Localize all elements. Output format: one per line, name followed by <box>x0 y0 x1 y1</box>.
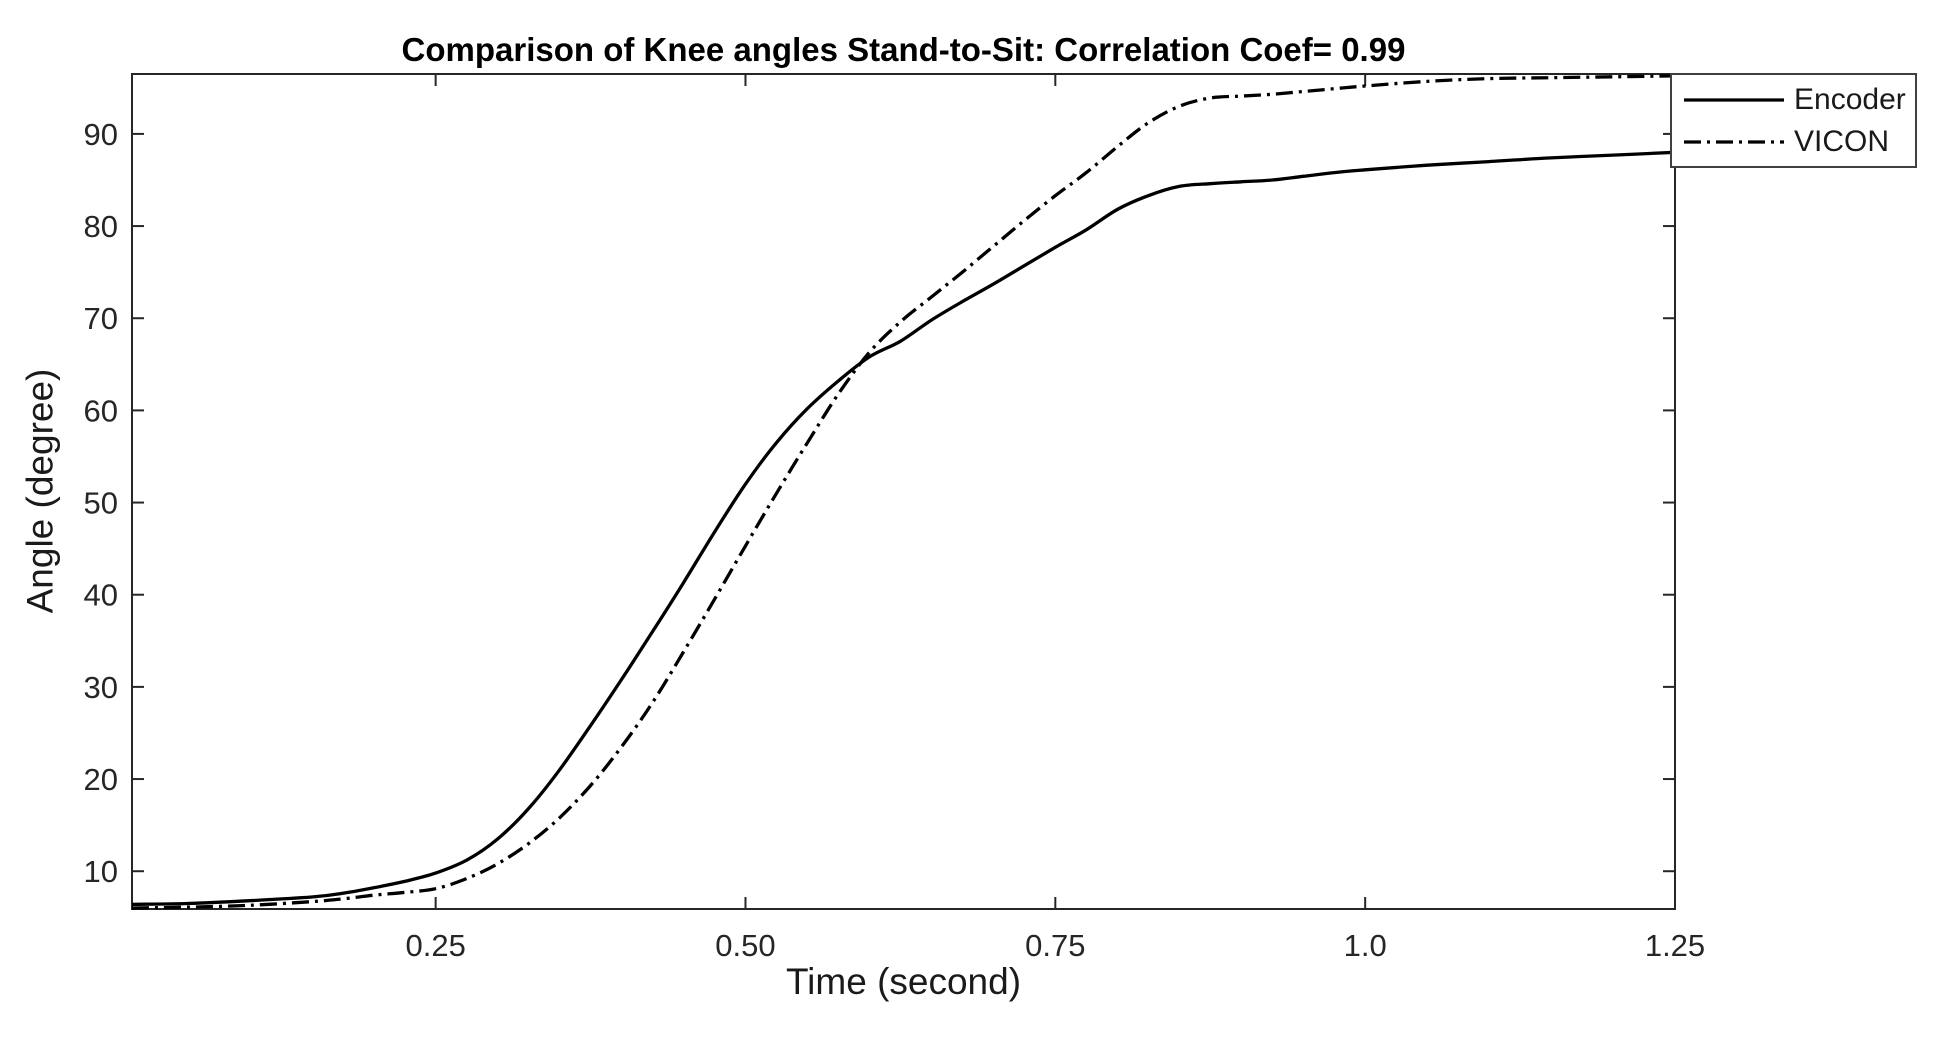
y-tick-label: 40 <box>84 578 118 613</box>
legend-label-encoder: Encoder <box>1794 82 1906 116</box>
y-tick-label: 90 <box>84 117 118 152</box>
y-tick-label: 30 <box>84 670 118 705</box>
y-tick-label: 80 <box>84 209 118 244</box>
encoder-line <box>131 150 1676 907</box>
y-tick-label: 60 <box>84 393 118 428</box>
x-tick-label: 1.0 <box>1344 928 1387 963</box>
y-tick-label: 20 <box>84 762 118 797</box>
x-tick-label: 0.75 <box>1025 928 1085 963</box>
legend: Encoder VICON <box>1670 73 1917 168</box>
vicon-line-sample-icon <box>1684 139 1784 144</box>
x-tick-label: 1.25 <box>1645 928 1705 963</box>
legend-label-vicon: VICON <box>1794 124 1890 158</box>
vicon-line <box>131 74 1676 910</box>
tick-marks <box>132 74 1676 909</box>
x-tick-label: 0.25 <box>405 928 465 963</box>
legend-item-encoder: Encoder <box>1682 79 1915 121</box>
legend-item-vicon: VICON <box>1682 121 1915 163</box>
tick-labels: 0.25 0.50 0.75 1.0 1.25 10 20 30 40 50 60 70 80 90 <box>84 117 1706 963</box>
chart-title: Comparison of Knee angles Stand-to-Sit: … <box>401 31 1406 68</box>
plot-border <box>131 73 1676 910</box>
x-tick-label: 0.50 <box>715 928 775 963</box>
encoder-line-sample-icon <box>1684 97 1784 102</box>
y-tick-label: 10 <box>84 854 118 889</box>
y-tick-label: 50 <box>84 486 118 521</box>
y-tick-label: 70 <box>84 301 118 336</box>
x-axis-label: Time (second) <box>785 961 1022 1002</box>
